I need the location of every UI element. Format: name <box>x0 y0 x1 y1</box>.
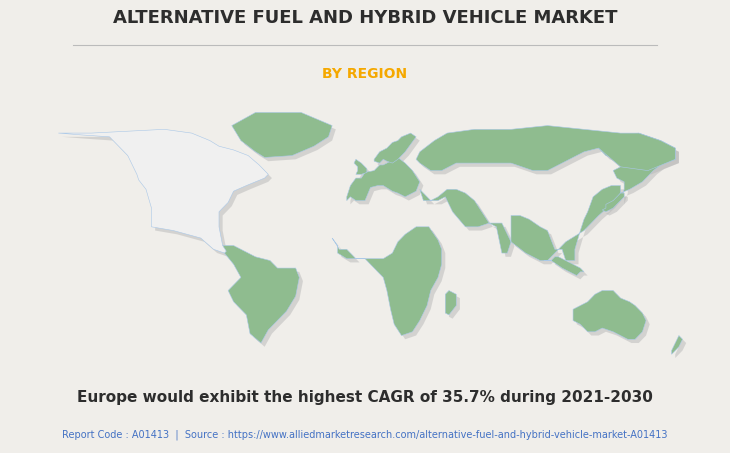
Text: Report Code : A01413  |  Source : https://www.alliedmarketresearch.com/alternati: Report Code : A01413 | Source : https://… <box>62 430 668 440</box>
Polygon shape <box>606 197 628 216</box>
Polygon shape <box>374 133 416 163</box>
Polygon shape <box>672 336 683 354</box>
Polygon shape <box>445 290 456 315</box>
Polygon shape <box>231 112 332 158</box>
Polygon shape <box>420 133 675 260</box>
Polygon shape <box>235 116 336 161</box>
Polygon shape <box>336 231 445 339</box>
Polygon shape <box>350 161 423 204</box>
Text: ALTERNATIVE FUEL AND HYBRID VEHICLE MARKET: ALTERNATIVE FUEL AND HYBRID VEHICLE MARK… <box>112 9 618 27</box>
Polygon shape <box>219 246 299 343</box>
Polygon shape <box>573 290 646 339</box>
Polygon shape <box>577 294 650 343</box>
Polygon shape <box>423 137 679 264</box>
Polygon shape <box>449 294 460 318</box>
Text: BY REGION: BY REGION <box>323 67 407 81</box>
Polygon shape <box>223 249 303 347</box>
Polygon shape <box>378 137 420 167</box>
Polygon shape <box>544 257 584 275</box>
Polygon shape <box>602 193 624 212</box>
Polygon shape <box>347 158 420 201</box>
Polygon shape <box>358 163 371 178</box>
Polygon shape <box>675 339 686 358</box>
Polygon shape <box>354 159 366 174</box>
Text: Europe would exhibit the highest CAGR of 35.7% during 2021-2030: Europe would exhibit the highest CAGR of… <box>77 390 653 405</box>
Polygon shape <box>58 130 269 253</box>
Polygon shape <box>62 133 272 257</box>
Polygon shape <box>548 260 588 280</box>
Polygon shape <box>420 130 679 174</box>
Polygon shape <box>416 125 675 171</box>
Polygon shape <box>332 227 442 336</box>
